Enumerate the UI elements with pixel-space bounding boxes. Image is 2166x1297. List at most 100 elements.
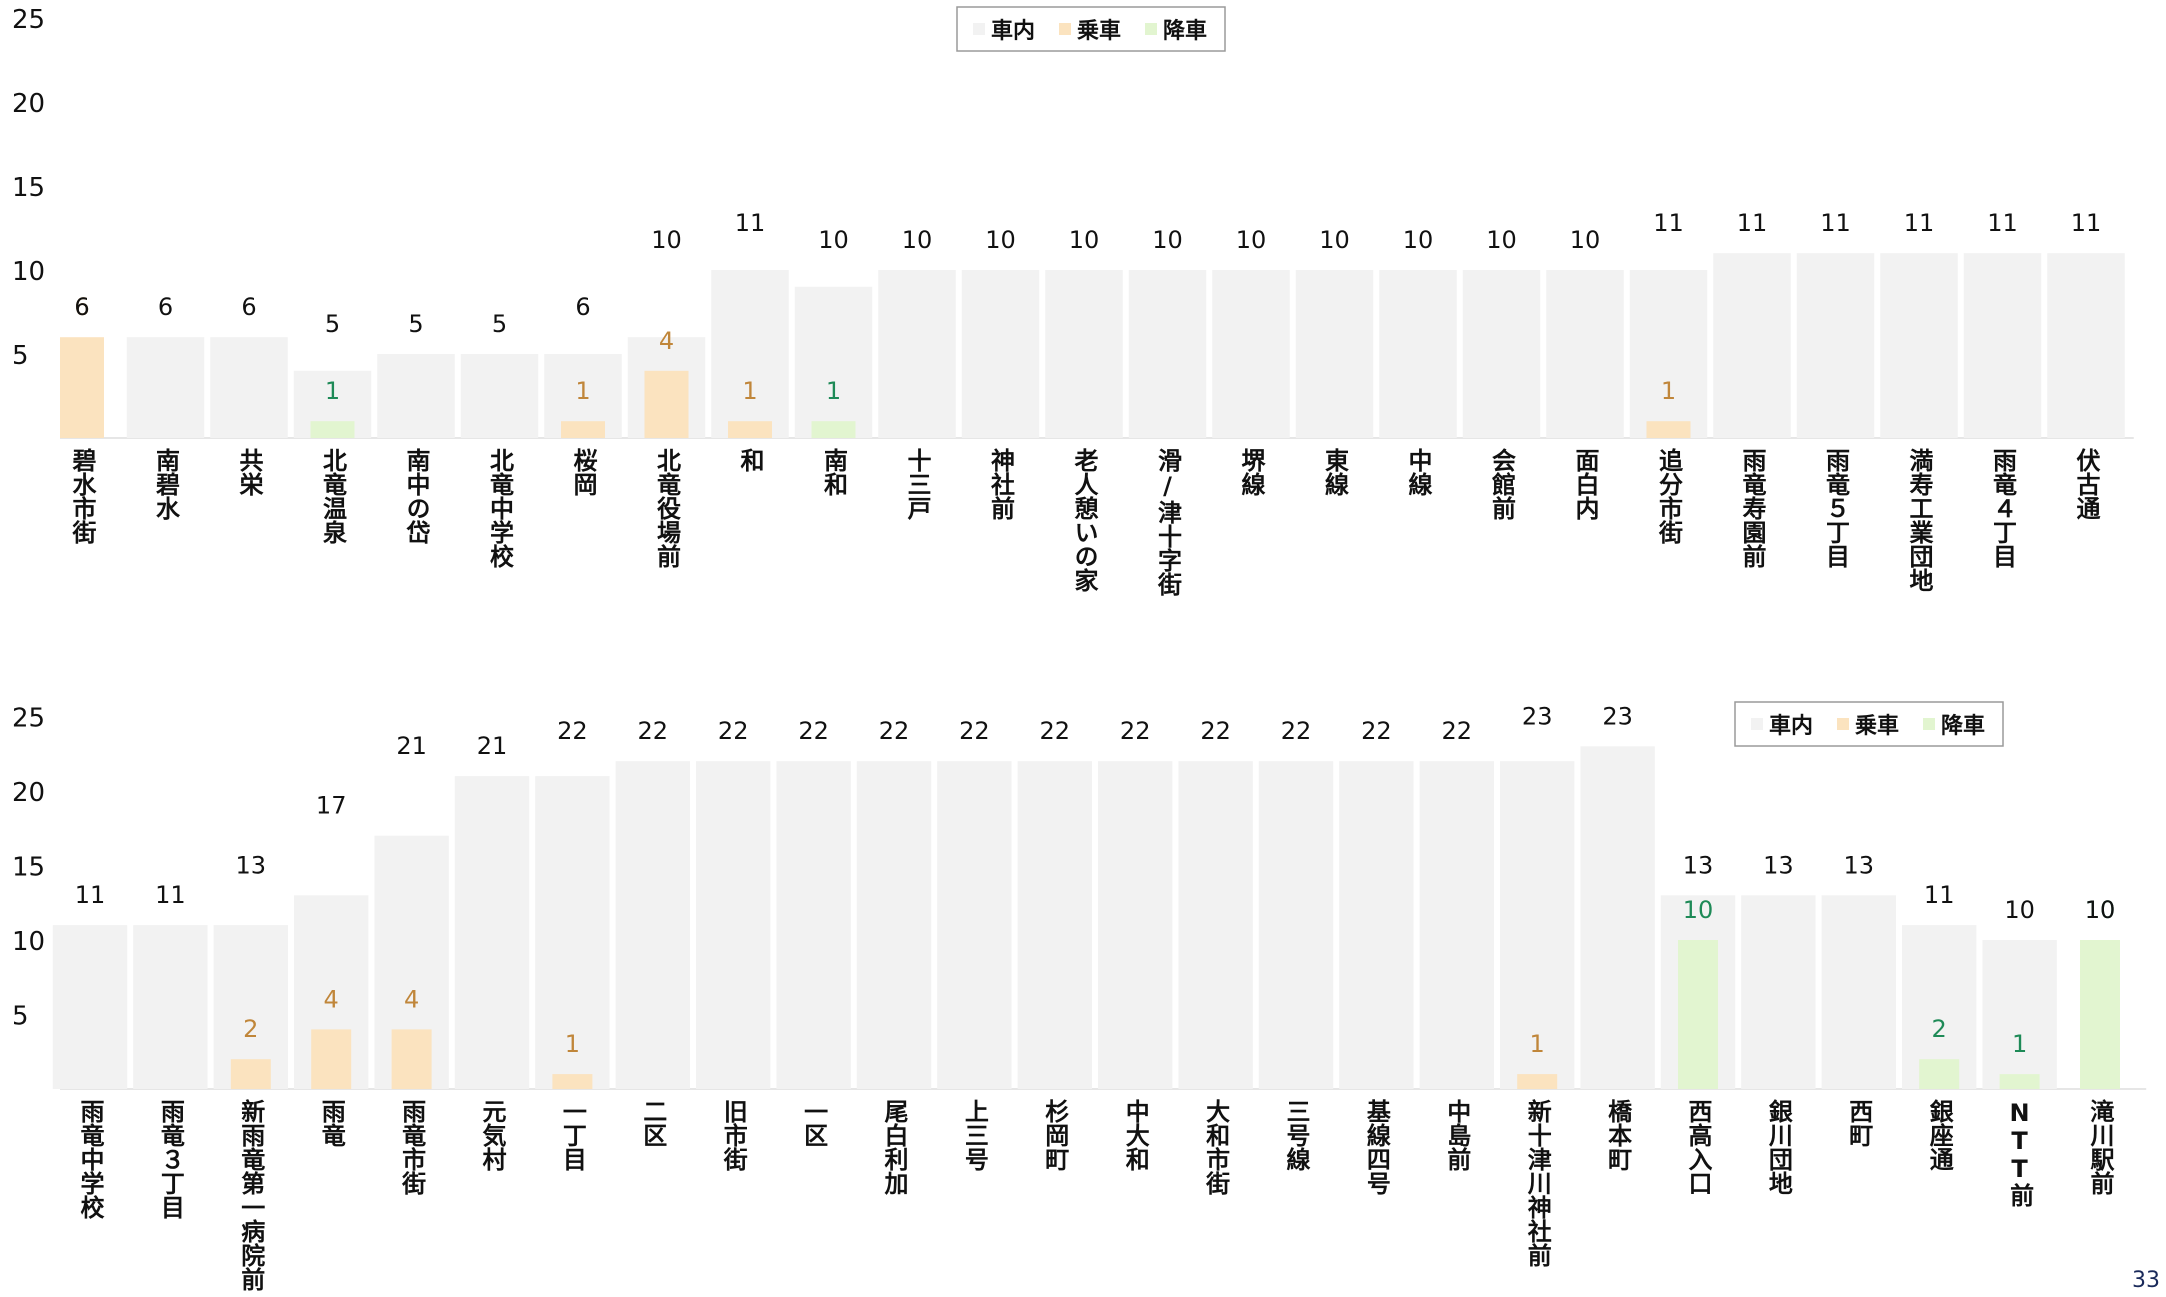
total-label: 11 (735, 209, 766, 237)
y-tick-label: 20 (12, 89, 45, 119)
chart-lower: 25201510511雨竜中学校11雨竜３丁目213新雨竜第一病院前417雨竜4… (12, 701, 2147, 1292)
x-tick-label: 中線 (1404, 448, 1432, 497)
bar-onboard (711, 270, 789, 438)
bar-onboard (210, 337, 288, 438)
x-tick-label: 銀座通 (1925, 1098, 1953, 1172)
bar-onboard (1462, 270, 1541, 438)
total-label: 22 (1281, 717, 1312, 745)
total-label: 5 (408, 310, 423, 338)
bar-onboard (126, 337, 205, 438)
x-tick-label: 雨竜 (317, 1099, 345, 1147)
x-tick-label: 和 (736, 448, 764, 472)
legend-label: 車内 (991, 19, 1035, 44)
total-label: 11 (1653, 209, 1684, 237)
bar-onboard (1128, 270, 1207, 438)
x-tick-label: 滑/津十字街 (1154, 448, 1183, 597)
data-label-alighting: 10 (1683, 896, 1714, 924)
total-label: 10 (1486, 226, 1517, 254)
total-label: 10 (1152, 226, 1183, 254)
x-tick-label: 滝川駅前 (2086, 1099, 2114, 1196)
bar-onboard (1258, 761, 1334, 1089)
x-tick-label: 元気村 (478, 1099, 506, 1172)
legend-label: 車内 (1769, 714, 1813, 739)
bar-alighting (1919, 1059, 1960, 1089)
bar-alighting (2080, 940, 2120, 1089)
x-tick-label: 雨竜４丁目 (1989, 448, 2017, 568)
total-label: 13 (1683, 851, 1714, 879)
bar-onboard (696, 761, 771, 1089)
total-label: 22 (798, 717, 829, 745)
x-tick-label: 銀川団地 (1764, 1098, 1792, 1195)
x-tick-label: 満寿工業団地 (1905, 448, 1933, 592)
x-tick-label: 一丁目 (558, 1099, 586, 1171)
x-tick-label: 追分市街 (1655, 447, 1684, 545)
x-tick-label: 中島前 (1443, 1099, 1471, 1172)
total-label: 11 (155, 881, 186, 909)
bar-onboard (377, 354, 455, 438)
x-tick-label: 伏古通 (2072, 448, 2100, 521)
legend-swatch (1923, 718, 1935, 730)
total-label: 11 (1820, 209, 1851, 237)
x-tick-label: 新雨竜第一病院前 (237, 1098, 265, 1292)
x-tick-label: 面白内 (1571, 448, 1599, 521)
x-tick-label: 南中の岱 (402, 448, 431, 544)
x-tick-label: 老人憩いの家 (1070, 448, 1098, 593)
bar-onboard (1178, 761, 1253, 1089)
total-label: 10 (818, 226, 849, 254)
data-label-boarding: 1 (1530, 1030, 1545, 1058)
bar-boarding (391, 1029, 432, 1089)
x-tick-label: 雨竜３丁目 (156, 1099, 184, 1219)
data-label-alighting: 10 (2085, 896, 2116, 924)
bar-onboard (776, 761, 851, 1089)
total-label: 11 (1737, 209, 1768, 237)
bar-boarding (60, 337, 104, 438)
bar-onboard (1045, 270, 1123, 438)
y-tick-label: 15 (12, 853, 45, 883)
bar-boarding (728, 421, 772, 438)
bar-onboard (133, 925, 208, 1089)
total-label: 6 (158, 293, 173, 321)
total-label: 10 (902, 226, 933, 254)
x-tick-label: 神社前 (987, 448, 1015, 521)
bar-onboard (1963, 253, 2042, 438)
x-tick-label: 三号線 (1282, 1099, 1310, 1172)
x-tick-label: 尾白利加 (880, 1099, 908, 1196)
legend: 車内 乗車 降車 (956, 6, 1226, 52)
total-label: 22 (1040, 717, 1071, 745)
legend-label: 乗車 (1855, 714, 1899, 739)
legend-box (956, 6, 1226, 52)
bar-onboard (615, 761, 690, 1089)
bar-alighting (811, 421, 856, 438)
total-label: 22 (557, 717, 588, 745)
bar-onboard (1580, 746, 1655, 1089)
legend-swatch (1837, 718, 1849, 730)
total-label: 13 (236, 851, 267, 879)
x-tick-label: 西高入口 (1684, 1099, 1712, 1195)
x-tick-label: 雨竜市街 (398, 1099, 427, 1196)
x-tick-label: 二区 (639, 1099, 667, 1147)
x-tick-label: 会館前 (1488, 447, 1516, 521)
x-tick-label: 碧水市街 (68, 448, 97, 545)
legend-label: 降車 (1941, 714, 1985, 739)
x-tick-label: 共栄 (235, 448, 264, 496)
total-label: 10 (1236, 226, 1267, 254)
legend: 車内 乗車 降車 (1734, 701, 2004, 747)
chart-upper: 25201510566碧水市街6南碧水6共栄15北竜温泉5南中の岱5北竜中学校1… (12, 5, 2134, 597)
total-label: 6 (575, 293, 590, 321)
bar-onboard (1741, 895, 1816, 1089)
bar-onboard (460, 354, 539, 438)
legend-swatch (1145, 23, 1157, 35)
bar-onboard (1500, 761, 1575, 1089)
bar-onboard (1339, 761, 1414, 1089)
x-tick-label: 大和市街 (1202, 1099, 1231, 1196)
bar-onboard (878, 270, 956, 438)
data-label-boarding: 6 (74, 293, 89, 321)
corner-mark: 33 (2132, 1268, 2160, 1293)
x-tick-label: 中大和 (1121, 1099, 1149, 1171)
legend-swatch (1751, 718, 1763, 730)
bar-onboard (1629, 270, 1708, 438)
bar-alighting (1999, 1074, 2040, 1089)
legend-box (1734, 701, 2004, 747)
bar-onboard (2047, 253, 2125, 438)
